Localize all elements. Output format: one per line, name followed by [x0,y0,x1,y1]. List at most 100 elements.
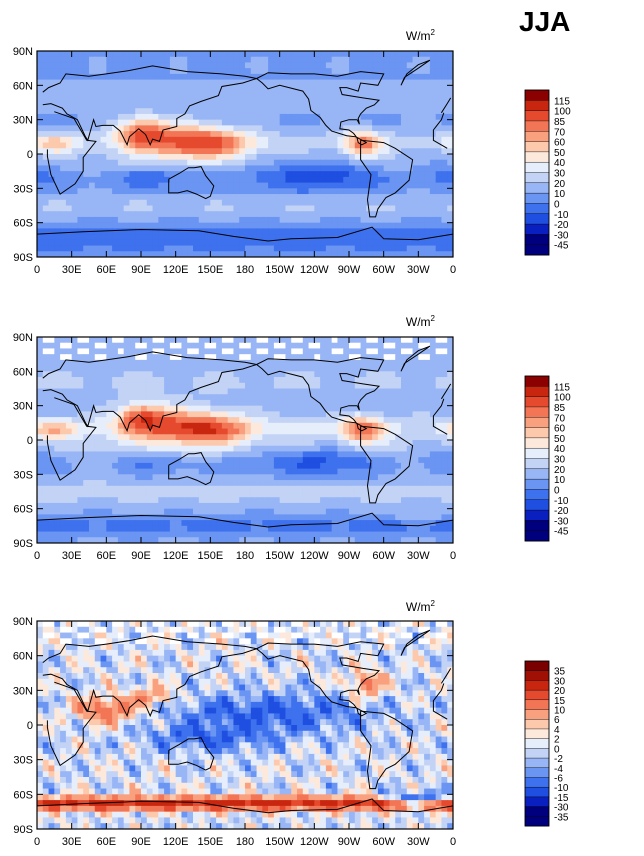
field-cell [204,136,211,144]
field-cell [227,359,235,367]
field-cell [129,474,136,481]
field-cell [429,497,437,504]
field-cell [60,428,67,435]
field-cell [401,239,408,247]
field-cell [320,502,327,510]
field-cell [239,457,246,464]
field-cell [60,457,67,464]
field-cell [227,228,235,235]
field-cell [112,428,119,435]
field-cell [233,337,240,344]
field-cell [285,394,292,401]
field-cell [377,142,385,149]
field-cell [349,480,356,487]
field-cell [320,85,327,92]
field-cell [210,131,217,138]
field-cell [250,56,258,64]
field-cell [435,56,443,64]
field-cell [141,440,148,447]
field-cell [389,394,396,401]
field-cell [372,131,379,138]
field-cell [314,216,321,224]
field-cell [71,68,79,75]
lon-tick-label: 120W [300,264,329,276]
field-cell [331,480,339,487]
field-cell [187,251,194,257]
field-cell [395,422,402,430]
field-cell [302,216,310,224]
colorbar-swatch [524,89,550,101]
field-cell [291,113,298,121]
field-cell [343,480,350,487]
field-cell [221,136,229,144]
field-cell [169,176,177,184]
field-cell [204,457,211,464]
field-cell [152,199,159,207]
field-cell [146,51,154,58]
field-cell [314,211,321,218]
field-cell [112,417,119,424]
field-cell [54,497,61,504]
field-cell [152,417,159,424]
field-cell [389,474,396,481]
field-cell [297,337,304,344]
field-cell [441,228,448,235]
field-cell [187,119,194,126]
field-cell [308,502,315,510]
field-cell [285,142,292,149]
field-cell [297,125,304,132]
field-cell [256,382,263,390]
field-cell [343,222,350,229]
field-cell [429,194,437,201]
field-cell [135,56,142,64]
field-cell [429,205,437,212]
field-cell [279,462,287,470]
field-cell [239,422,246,430]
field-cell [106,108,113,115]
field-cell [273,371,281,378]
field-cell [42,159,50,167]
field-cell [210,222,217,229]
field-cell [106,491,113,498]
field-cell [77,491,84,498]
field-cell [291,154,298,161]
field-cell [221,377,229,384]
field-cell [83,417,90,424]
field-cell [268,108,275,115]
field-cell [331,411,339,418]
field-cell [164,148,171,155]
field-cell [395,491,402,498]
field-cell [123,142,131,149]
field-cell [94,491,102,498]
field-cell [123,337,131,344]
field-cell [401,199,408,207]
field-cell [198,113,206,121]
field-cell [198,154,206,161]
field-cell [94,365,102,372]
field-cell [302,405,310,412]
field-cell [100,474,107,481]
field-cell [435,62,443,69]
field-cell [152,216,159,224]
field-cell [273,199,281,207]
field-cell [412,377,419,384]
field-cell [406,485,414,493]
field-cell [77,199,84,207]
field-cell [308,445,315,453]
field-cell [343,491,350,498]
field-cell [412,348,419,355]
field-cell [360,359,367,367]
field-cell [117,125,125,132]
field-cell [331,68,339,75]
field-cell [418,365,425,372]
field-cell [256,159,263,167]
field-cell [193,182,200,189]
field-cell [112,62,119,69]
field-cell [256,399,263,407]
field-cell [77,234,84,241]
field-cell [320,68,327,75]
field-cell [395,394,402,401]
field-cell [54,514,61,521]
field-cell [245,148,252,155]
field-cell [360,222,367,229]
